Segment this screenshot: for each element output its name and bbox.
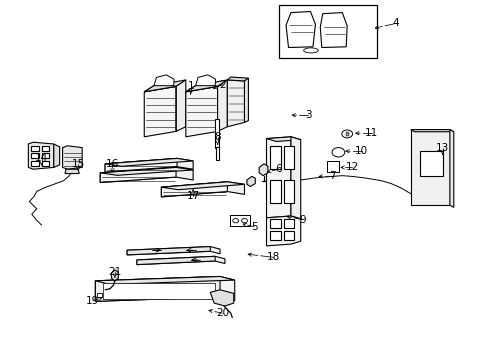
Polygon shape: [449, 130, 453, 207]
Text: 9: 9: [299, 215, 306, 225]
Text: 12: 12: [345, 162, 358, 172]
Bar: [278, 5, 376, 58]
Polygon shape: [95, 276, 220, 301]
Text: 17: 17: [186, 191, 200, 201]
Polygon shape: [137, 256, 215, 265]
Polygon shape: [195, 75, 215, 86]
Polygon shape: [266, 137, 300, 141]
Bar: [345, 132, 348, 136]
Circle shape: [241, 219, 247, 223]
Polygon shape: [62, 146, 82, 169]
Polygon shape: [154, 75, 174, 86]
Polygon shape: [244, 78, 248, 122]
Polygon shape: [54, 144, 60, 167]
Bar: [419, 151, 442, 176]
Text: 15: 15: [71, 159, 85, 169]
Text: 4: 4: [392, 18, 399, 28]
Circle shape: [232, 219, 238, 223]
Polygon shape: [185, 80, 227, 92]
Polygon shape: [246, 176, 255, 186]
Polygon shape: [161, 182, 244, 197]
Bar: [229, 215, 250, 226]
Polygon shape: [259, 164, 267, 176]
Circle shape: [331, 148, 344, 157]
Bar: [283, 231, 294, 240]
Polygon shape: [266, 216, 300, 246]
Bar: [215, 147, 218, 160]
Polygon shape: [410, 130, 453, 132]
Polygon shape: [161, 182, 227, 197]
Bar: [31, 146, 39, 151]
Polygon shape: [100, 167, 176, 183]
Text: 14: 14: [35, 153, 48, 163]
Polygon shape: [185, 83, 217, 92]
Polygon shape: [105, 158, 193, 172]
Text: 13: 13: [435, 143, 448, 153]
Text: 18: 18: [266, 252, 280, 262]
Bar: [97, 293, 102, 297]
Polygon shape: [227, 80, 244, 127]
Polygon shape: [176, 80, 185, 131]
Bar: [283, 219, 294, 228]
Bar: [41, 153, 49, 158]
Polygon shape: [127, 247, 220, 255]
Polygon shape: [127, 247, 210, 255]
Bar: [269, 231, 280, 240]
Text: 20: 20: [216, 308, 228, 318]
Polygon shape: [410, 130, 449, 205]
Polygon shape: [285, 12, 315, 48]
Text: 21: 21: [108, 267, 122, 277]
Bar: [41, 146, 49, 151]
Polygon shape: [111, 270, 118, 281]
Polygon shape: [144, 86, 176, 137]
Text: 7: 7: [328, 171, 335, 181]
Text: 8: 8: [214, 132, 221, 142]
Polygon shape: [100, 167, 193, 183]
Polygon shape: [227, 77, 248, 81]
Bar: [102, 283, 215, 299]
Polygon shape: [210, 290, 233, 306]
Polygon shape: [65, 169, 79, 174]
Text: 1: 1: [187, 81, 194, 91]
Bar: [269, 180, 280, 203]
Polygon shape: [105, 158, 193, 166]
Text: 5: 5: [250, 222, 257, 232]
Polygon shape: [217, 80, 227, 131]
Text: 6: 6: [275, 164, 282, 174]
Polygon shape: [100, 167, 193, 175]
Bar: [269, 219, 280, 228]
Text: 10: 10: [355, 146, 367, 156]
Polygon shape: [266, 137, 290, 218]
Polygon shape: [105, 158, 177, 172]
Bar: [41, 161, 49, 166]
Polygon shape: [144, 80, 185, 92]
Text: 19: 19: [86, 296, 100, 306]
Bar: [31, 161, 39, 166]
Polygon shape: [137, 256, 224, 265]
Text: 3: 3: [304, 110, 311, 120]
Bar: [283, 146, 294, 169]
Polygon shape: [95, 276, 234, 284]
Ellipse shape: [303, 48, 318, 53]
Polygon shape: [161, 182, 244, 190]
Bar: [283, 180, 294, 203]
Polygon shape: [144, 83, 176, 92]
Bar: [31, 153, 39, 158]
Polygon shape: [185, 86, 217, 137]
Polygon shape: [28, 142, 54, 169]
Bar: [215, 119, 219, 148]
Circle shape: [341, 130, 352, 138]
Bar: [269, 146, 280, 169]
Polygon shape: [320, 13, 346, 48]
Text: 2: 2: [219, 80, 225, 90]
Text: 11: 11: [364, 128, 378, 138]
Polygon shape: [95, 276, 234, 301]
Polygon shape: [290, 137, 300, 219]
Text: 16: 16: [105, 159, 119, 169]
Bar: [326, 161, 338, 172]
